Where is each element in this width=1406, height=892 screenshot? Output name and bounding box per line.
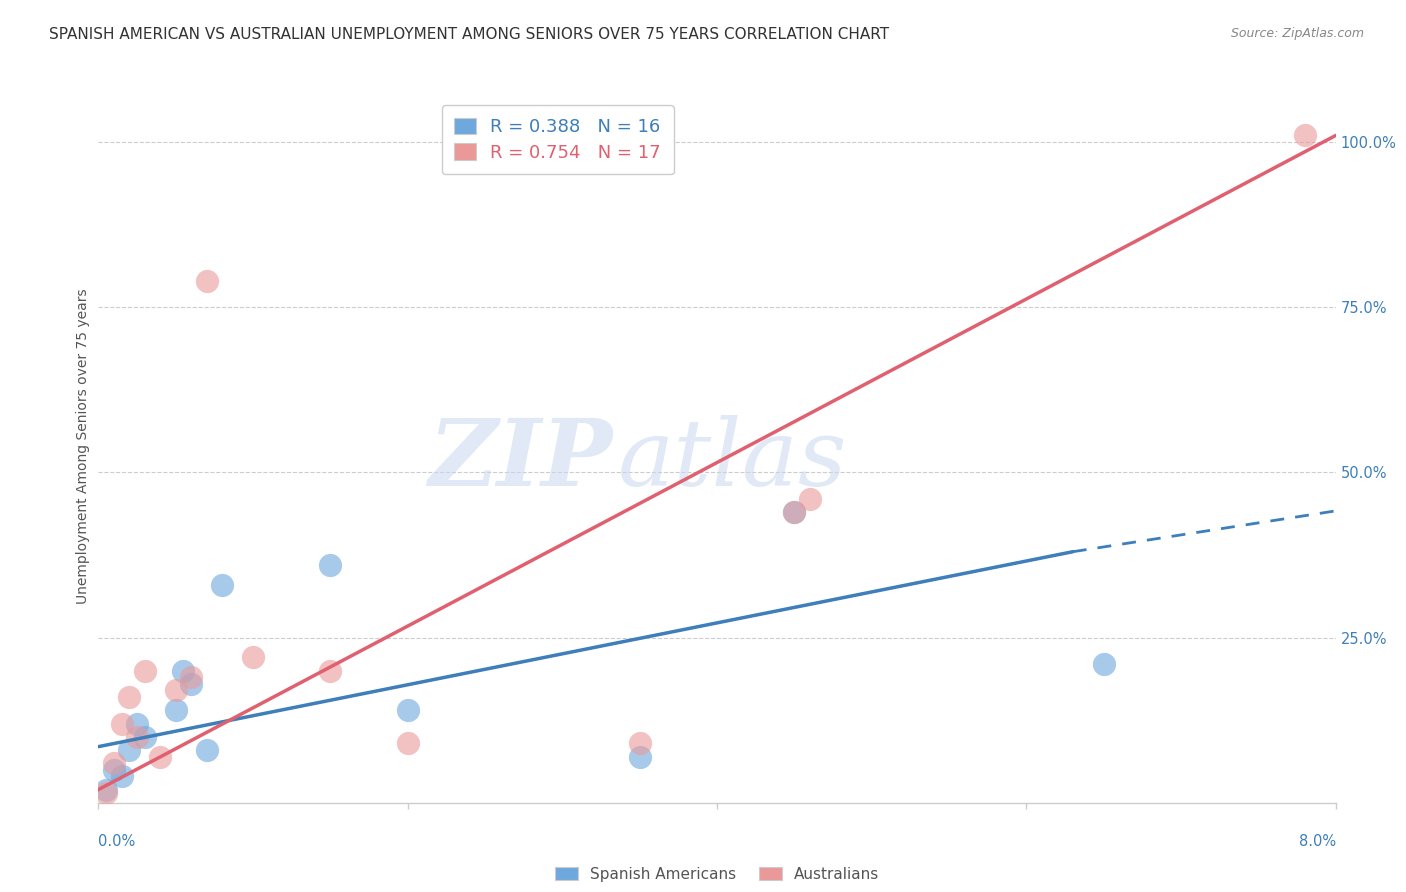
Point <box>1092 657 1115 671</box>
Point <box>134 664 156 678</box>
Point <box>195 743 218 757</box>
Point <box>195 274 218 288</box>
Point <box>396 703 419 717</box>
Point <box>173 664 195 678</box>
Point <box>127 716 149 731</box>
Point <box>103 763 125 777</box>
Point <box>1294 128 1316 143</box>
Point <box>396 736 419 750</box>
Point <box>783 505 806 519</box>
Point <box>180 677 202 691</box>
Point <box>96 786 118 800</box>
Point <box>134 730 156 744</box>
Y-axis label: Unemployment Among Seniors over 75 years: Unemployment Among Seniors over 75 years <box>76 288 90 604</box>
Text: atlas: atlas <box>619 416 848 505</box>
Point <box>799 491 821 506</box>
Text: 8.0%: 8.0% <box>1299 834 1336 849</box>
Point <box>628 736 651 750</box>
Point <box>127 730 149 744</box>
Point <box>211 578 233 592</box>
Point <box>319 664 342 678</box>
Point <box>242 650 264 665</box>
Point <box>111 716 134 731</box>
Point <box>118 690 141 704</box>
Legend: Spanish Americans, Australians: Spanish Americans, Australians <box>548 861 886 888</box>
Point <box>103 756 125 771</box>
Point <box>180 670 202 684</box>
Text: SPANISH AMERICAN VS AUSTRALIAN UNEMPLOYMENT AMONG SENIORS OVER 75 YEARS CORRELAT: SPANISH AMERICAN VS AUSTRALIAN UNEMPLOYM… <box>49 27 890 42</box>
Point <box>165 703 187 717</box>
Point <box>118 743 141 757</box>
Text: Source: ZipAtlas.com: Source: ZipAtlas.com <box>1230 27 1364 40</box>
Point <box>111 769 134 783</box>
Point <box>149 749 172 764</box>
Point <box>96 782 118 797</box>
Text: 0.0%: 0.0% <box>98 834 135 849</box>
Point <box>319 558 342 572</box>
Point <box>165 683 187 698</box>
Text: ZIP: ZIP <box>427 416 612 505</box>
Point <box>783 505 806 519</box>
Point <box>628 749 651 764</box>
